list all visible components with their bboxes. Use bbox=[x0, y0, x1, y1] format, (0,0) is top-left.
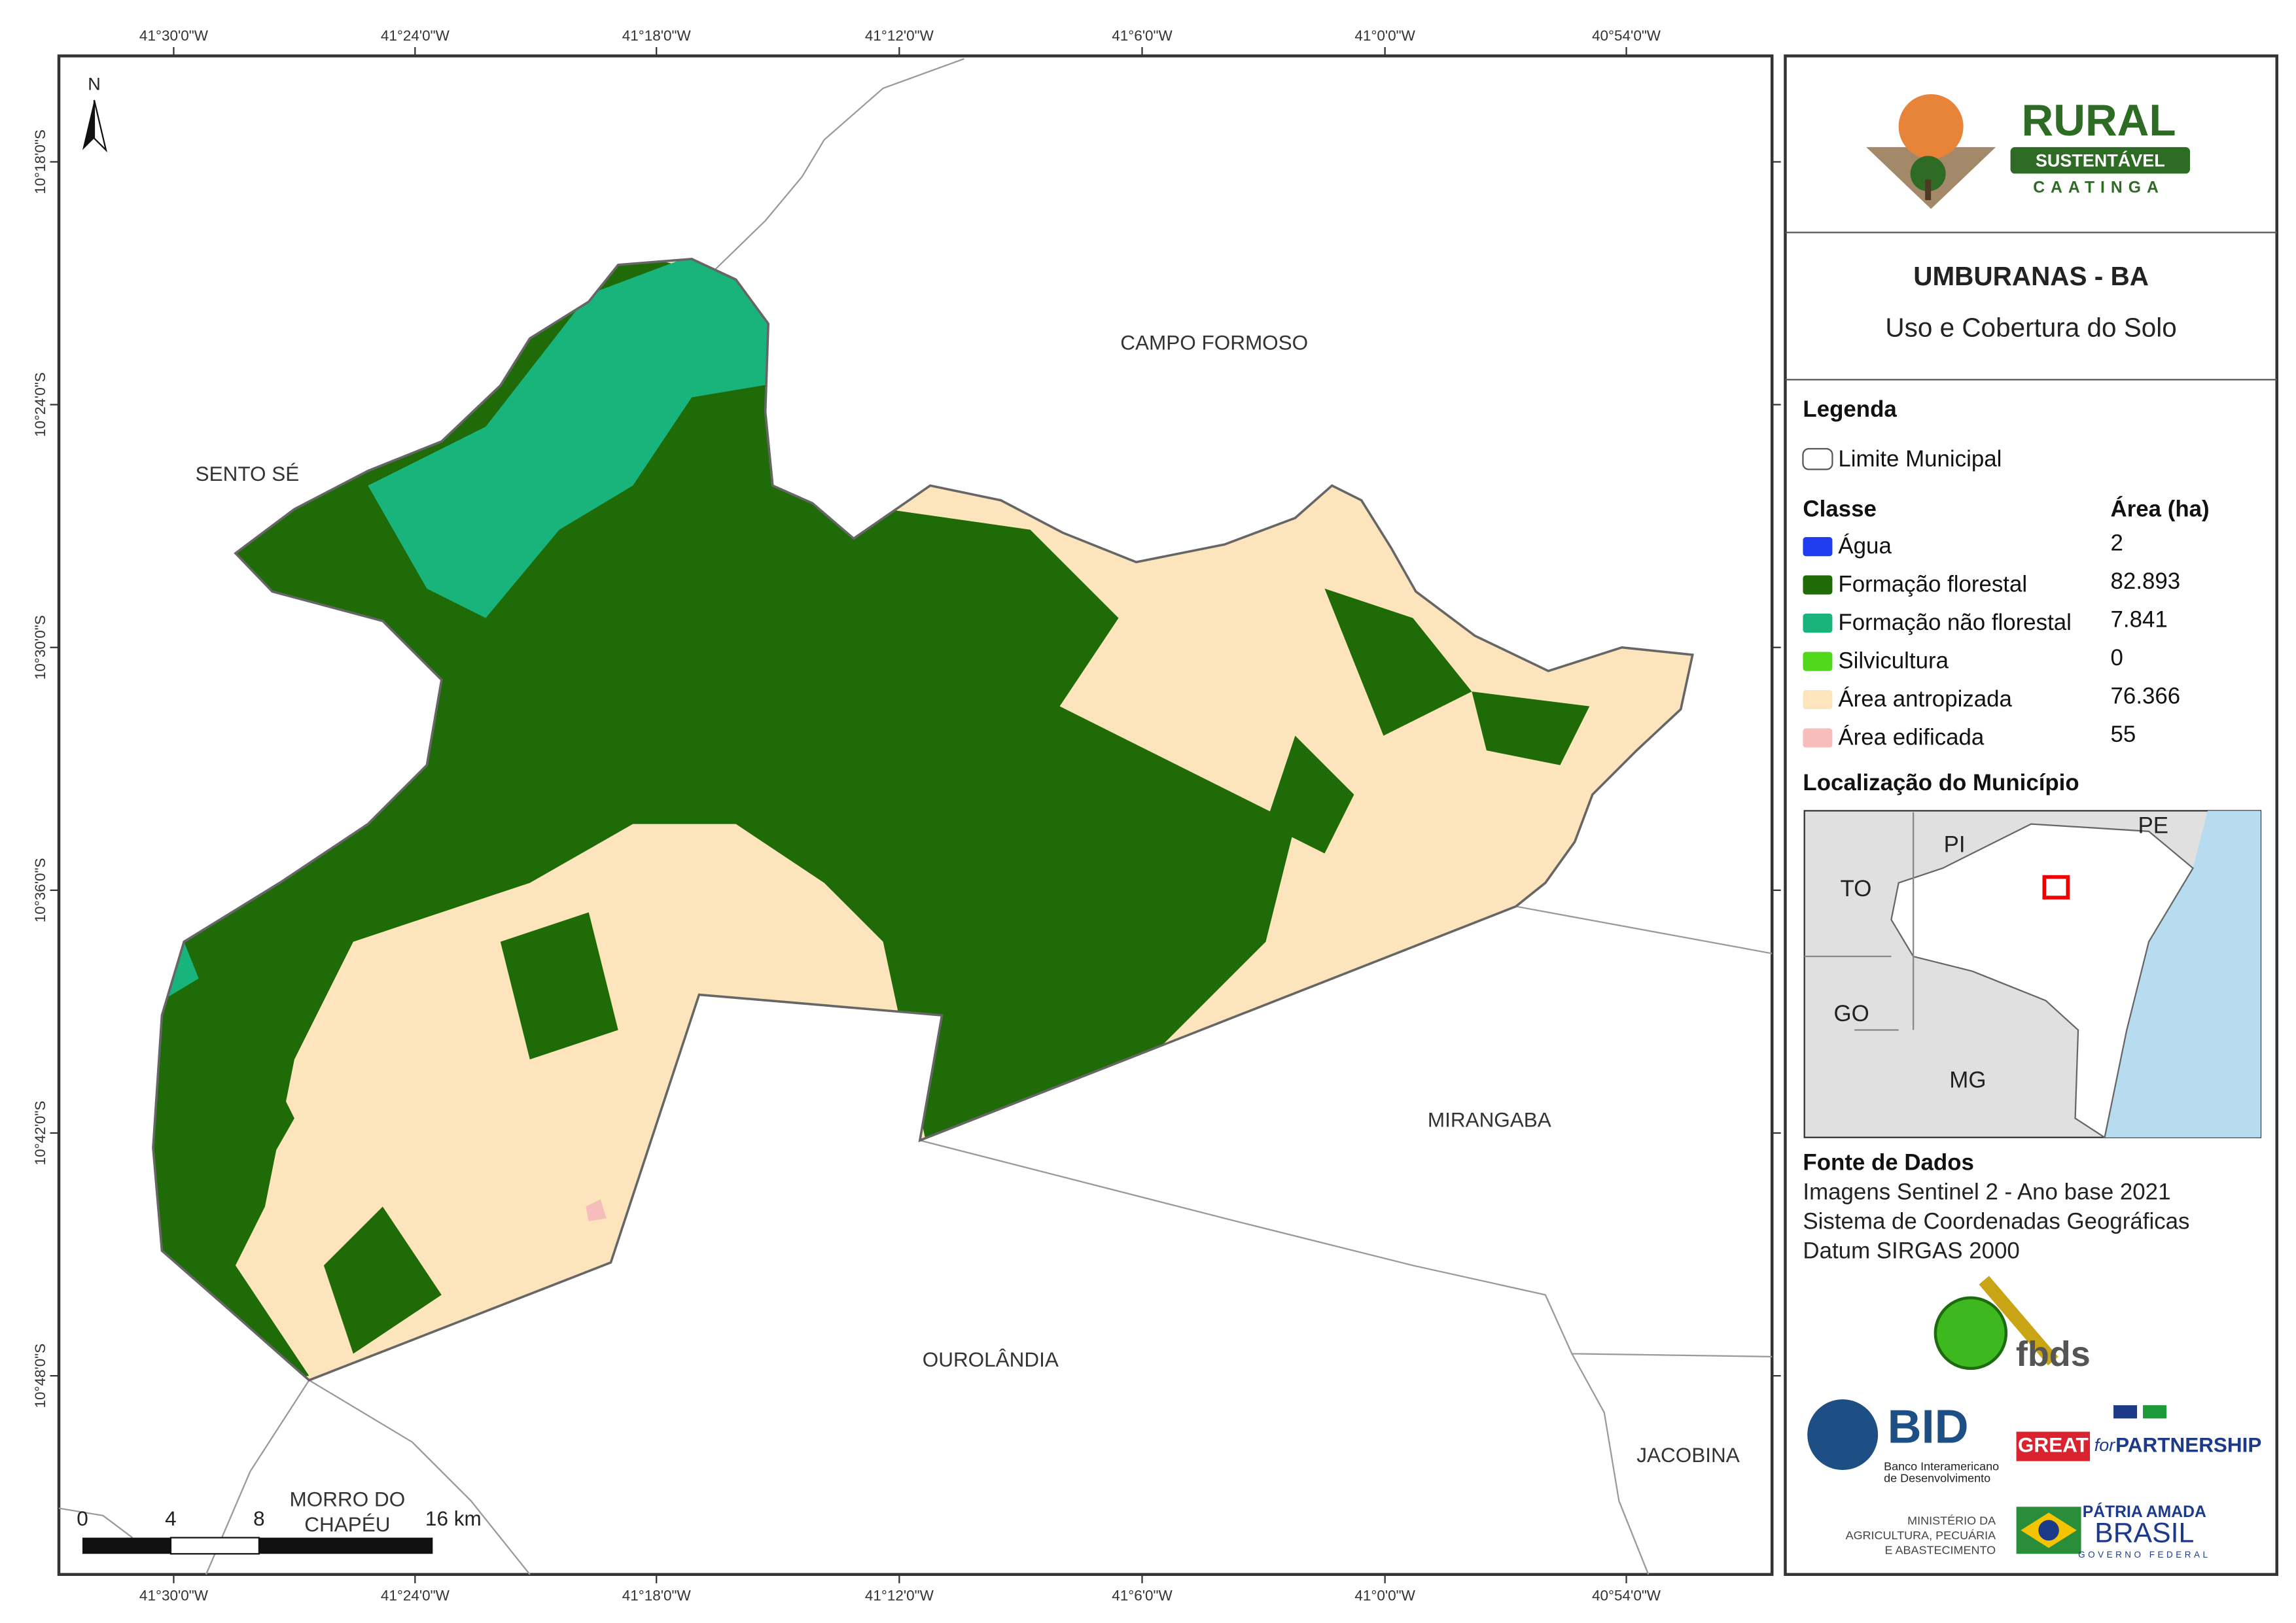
legend-area: 0 bbox=[2111, 645, 2123, 671]
bid-logo: BID Banco Interamericano de Desenvolvime… bbox=[1807, 1399, 1999, 1484]
great-text: for bbox=[2094, 1435, 2116, 1455]
brasil-text: PÁTRIA AMADA bbox=[2083, 1503, 2206, 1521]
great-logo: GREAT for PARTNERSHIP bbox=[2016, 1405, 2261, 1461]
place-label: CAMPO FORMOSO bbox=[1120, 331, 1308, 355]
great-text: PARTNERSHIP bbox=[2115, 1433, 2261, 1456]
north-label: N bbox=[88, 75, 101, 94]
x-grid-label: 40°54'0"W bbox=[1592, 1587, 1661, 1603]
legend-swatch bbox=[1803, 575, 1833, 595]
legend-area: 7.841 bbox=[2111, 606, 2168, 632]
scale-label: 16 km bbox=[425, 1507, 482, 1530]
x-grid-label: 41°0'0"W bbox=[1354, 27, 1415, 44]
map-title: UMBURANAS - BA bbox=[1913, 261, 2149, 291]
y-grid-label: 10°18'0"S bbox=[32, 130, 48, 194]
state-label: GO bbox=[1834, 1001, 1869, 1026]
x-grid-label: 41°6'0"W bbox=[1112, 27, 1173, 44]
legend-swatch bbox=[1803, 728, 1833, 748]
legend-entry: Limite Municipal bbox=[1838, 446, 2002, 472]
place-label: MIRANGABA bbox=[1428, 1108, 1551, 1131]
legend-class: Silvicultura bbox=[1838, 648, 1949, 673]
state-label: MG bbox=[1949, 1067, 1986, 1092]
y-grid-label: 10°24'0"S bbox=[32, 372, 48, 437]
scale-label: 0 bbox=[77, 1507, 88, 1530]
bid-text: BID bbox=[1888, 1401, 1969, 1453]
y-grid-label: 10°48'0"S bbox=[32, 1344, 48, 1408]
legend-swatch bbox=[1803, 537, 1833, 557]
ministry-text: AGRICULTURA, PECUÁRIA bbox=[1846, 1529, 1996, 1542]
x-grid-label: 41°12'0"W bbox=[865, 27, 934, 44]
fbds-text: fbds bbox=[2016, 1335, 2091, 1374]
source-line: Datum SIRGAS 2000 bbox=[1803, 1238, 2019, 1263]
gov-logos: MINISTÉRIO DA AGRICULTURA, PECUÁRIA E AB… bbox=[1846, 1503, 2210, 1560]
north-arrow bbox=[93, 99, 107, 153]
scale-label: 4 bbox=[165, 1507, 177, 1530]
great-text: GREAT bbox=[2018, 1433, 2089, 1456]
area-header: Área (ha) bbox=[2111, 496, 2210, 522]
scale-label: 8 bbox=[253, 1507, 265, 1530]
ministry-text: MINISTÉRIO DA bbox=[1907, 1514, 1996, 1527]
place-label: SENTO SÉ bbox=[196, 462, 300, 485]
legend-area: 55 bbox=[2111, 722, 2136, 747]
legend-swatch bbox=[1803, 652, 1833, 671]
map-subtitle: Uso e Cobertura do Solo bbox=[1885, 313, 2176, 343]
ministry-text: E ABASTECIMENTO bbox=[1885, 1544, 1996, 1557]
x-grid-label: 41°6'0"W bbox=[1112, 1587, 1173, 1603]
x-grid-label: 41°0'0"W bbox=[1354, 1587, 1415, 1603]
x-grid-label: 41°30'0"W bbox=[139, 1587, 209, 1603]
legend-swatch bbox=[1803, 689, 1833, 710]
logo-title: RURAL bbox=[2022, 96, 2176, 145]
boundary-swatch bbox=[1802, 447, 1833, 470]
source-line: Imagens Sentinel 2 - Ano base 2021 bbox=[1803, 1179, 2170, 1204]
x-grid-label: 41°24'0"W bbox=[381, 27, 450, 44]
brasil-text: BRASIL bbox=[2094, 1517, 2194, 1548]
x-grid-label: 41°30'0"W bbox=[139, 27, 209, 44]
state-label: PE bbox=[2138, 812, 2169, 838]
y-grid-label: 10°42'0"S bbox=[32, 1101, 48, 1166]
legend-class: Água bbox=[1838, 533, 1892, 559]
bid-name: Banco Interamericano bbox=[1884, 1459, 1999, 1473]
source-line: Sistema de Coordenadas Geográficas bbox=[1803, 1208, 2189, 1234]
legend-area: 2 bbox=[2111, 530, 2123, 555]
location-title: Localização do Município bbox=[1803, 770, 2079, 795]
x-grid-label: 41°18'0"W bbox=[622, 27, 692, 44]
class-header: Classe bbox=[1803, 497, 1876, 522]
place-label: OUROLÂNDIA bbox=[923, 1348, 1059, 1371]
legend-title: Legenda bbox=[1803, 396, 1897, 422]
legend-area: 82.893 bbox=[2111, 568, 2181, 594]
rural-logo: RURAL SUSTENTÁVEL CAATINGA bbox=[1866, 94, 2191, 209]
y-grid-label: 10°30'0"S bbox=[32, 615, 48, 680]
fbds-logo: fbds bbox=[1934, 1276, 2091, 1374]
built-area bbox=[586, 1199, 607, 1221]
place-label: MORRO DO bbox=[290, 1488, 406, 1511]
logo-subtitle: SUSTENTÁVEL bbox=[2036, 150, 2165, 171]
source-title: Fonte de Dados bbox=[1803, 1149, 1973, 1175]
scale-bar bbox=[82, 1537, 433, 1555]
state-label: TO bbox=[1841, 876, 1872, 901]
y-grid-label: 10°36'0"S bbox=[32, 858, 48, 922]
x-grid-label: 41°18'0"W bbox=[622, 1587, 692, 1603]
legend-area: 76.366 bbox=[2111, 683, 2181, 708]
x-grid-label: 41°12'0"W bbox=[865, 1587, 934, 1603]
neighbor-boundaries bbox=[58, 58, 1773, 1575]
place-label: JACOBINA bbox=[1636, 1443, 1739, 1467]
x-grid-label: 40°54'0"W bbox=[1592, 27, 1661, 44]
legend-class: Área edificada bbox=[1838, 724, 1984, 750]
logo-tagline: CAATINGA bbox=[2033, 179, 2164, 196]
forest-patches bbox=[176, 588, 1590, 1354]
legend-class: Formação florestal bbox=[1838, 571, 2027, 597]
non-forest-area bbox=[154, 258, 781, 1001]
location-inset bbox=[1803, 810, 2262, 1139]
bid-name: de Desenvolvimento bbox=[1884, 1471, 1990, 1484]
place-label: CHAPÉU bbox=[304, 1512, 390, 1536]
legend-class: Formação não florestal bbox=[1838, 610, 2072, 635]
legend-swatch bbox=[1803, 613, 1833, 633]
brasil-text: GOVERNO FEDERAL bbox=[2078, 1550, 2210, 1560]
state-label: PI bbox=[1944, 832, 1966, 858]
legend-class: Área antropizada bbox=[1838, 686, 2012, 712]
x-grid-label: 41°24'0"W bbox=[381, 1587, 450, 1603]
